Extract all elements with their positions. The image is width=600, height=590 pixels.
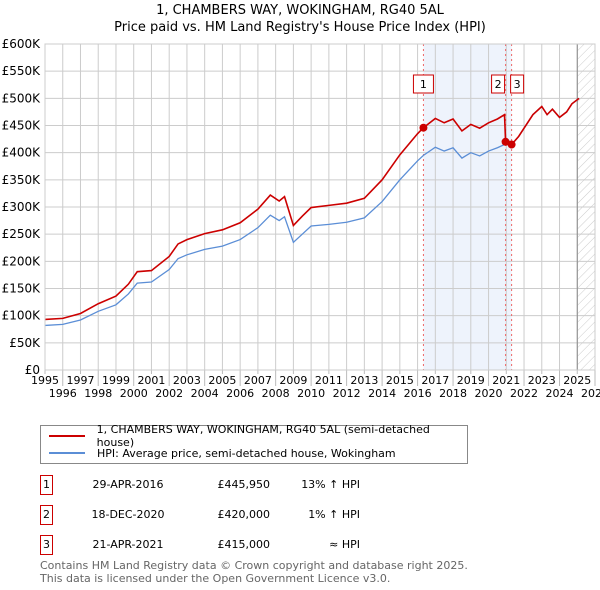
sale-hpi: 13% ↑ HPI	[301, 478, 360, 491]
x-tick-label: 2021	[492, 374, 520, 387]
x-tick-label: 2026	[581, 387, 600, 400]
y-tick-label: £250K	[2, 227, 42, 241]
x-tick-label: 2003	[173, 374, 201, 387]
x-tick-label: 2005	[208, 374, 236, 387]
legend-swatch-blue	[49, 452, 85, 454]
sale-price: £415,000	[217, 538, 271, 551]
x-tick-label: 2007	[244, 374, 272, 387]
plot-area: 1995199619971998199920002001200220032004…	[2, 37, 600, 400]
x-tick-label: 2008	[262, 387, 290, 400]
y-tick-label: £550K	[2, 64, 42, 78]
title-line: 1, CHAMBERS WAY, WOKINGHAM, RG40 5AL	[156, 3, 444, 18]
x-tick-label: 1995	[31, 374, 59, 387]
sale-hpi: ≈ HPI	[329, 538, 360, 551]
sale-row: 2 18-DEC-2020 £420,000 1% ↑ HPI	[40, 505, 440, 525]
sale-date: 29-APR-2016	[92, 478, 164, 491]
x-tick-label: 2013	[350, 374, 378, 387]
x-tick-label: 2022	[510, 387, 538, 400]
y-tick-label: £350K	[2, 173, 42, 187]
sale-label-box	[510, 74, 525, 94]
x-tick-label: 2023	[528, 374, 556, 387]
sale-number: 2	[40, 505, 53, 525]
sale-label: 2	[495, 78, 502, 91]
legend-swatch-red	[49, 435, 85, 437]
sale-point	[419, 123, 428, 132]
x-tick-label: 2020	[475, 387, 503, 400]
x-tick-label: 2012	[333, 387, 361, 400]
plot-border	[44, 43, 596, 371]
subtitle-line: Price paid vs. HM Land Registry's House …	[114, 20, 486, 35]
sale-row: 1 29-APR-2016 £445,950 13% ↑ HPI	[40, 475, 440, 495]
x-tick-label: 2000	[120, 387, 148, 400]
sale-point	[501, 137, 510, 146]
x-tick-label: 2019	[457, 374, 485, 387]
y-tick-label: £300K	[2, 200, 42, 214]
sale-label-box	[412, 74, 434, 94]
sale-row: 3 21-APR-2021 £415,000 ≈ HPI	[40, 535, 440, 555]
x-tick-label: 2025	[563, 374, 591, 387]
footer-line: This data is licensed under the Open Gov…	[40, 572, 391, 585]
sale-number: 3	[40, 535, 53, 555]
x-tick-label: 1999	[102, 374, 130, 387]
sale-date: 18-DEC-2020	[91, 508, 165, 521]
x-tick-label: 2016	[404, 387, 432, 400]
legend-label: HPI: Average price, semi-detached house,…	[97, 446, 396, 460]
footer: Contains HM Land Registry data © Crown c…	[40, 559, 468, 585]
y-tick-label: £600K	[2, 37, 42, 51]
legend-item-property: 1, CHAMBERS WAY, WOKINGHAM, RG40 5AL (se…	[49, 423, 467, 449]
x-tick-label: 2014	[368, 387, 396, 400]
x-tick-label: 1997	[66, 374, 94, 387]
chart-title: 1, CHAMBERS WAY, WOKINGHAM, RG40 5AL Pric…	[0, 2, 600, 36]
sale-label-box	[491, 74, 506, 94]
y-tick-label: £50K	[9, 336, 41, 350]
sale-hpi: 1% ↑ HPI	[308, 508, 360, 521]
x-tick-label: 2002	[155, 387, 183, 400]
x-tick-label: 2015	[386, 374, 414, 387]
x-tick-label: 2001	[137, 374, 165, 387]
legend: 1, CHAMBERS WAY, WOKINGHAM, RG40 5AL (se…	[40, 423, 468, 464]
sale-price: £445,950	[217, 478, 271, 491]
footer-line: Contains HM Land Registry data © Crown c…	[40, 559, 468, 572]
y-tick-label: £400K	[2, 146, 42, 160]
x-tick-label: 1996	[49, 387, 77, 400]
sale-point	[507, 140, 516, 149]
y-tick-label: £100K	[2, 309, 42, 323]
sale-number: 1	[40, 475, 53, 495]
x-tick-label: 2024	[546, 387, 574, 400]
sale-label: 3	[514, 78, 521, 91]
x-tick-label: 2009	[279, 374, 307, 387]
x-tick-label: 2011	[315, 374, 343, 387]
x-tick-label: 2004	[191, 387, 219, 400]
sale-date: 21-APR-2021	[92, 538, 164, 551]
sale-label: 1	[420, 78, 427, 91]
property-line	[44, 97, 580, 321]
y-tick-label: £0	[25, 363, 40, 377]
y-tick-label: £200K	[2, 254, 42, 268]
x-tick-label: 2017	[421, 374, 449, 387]
sale-price: £420,000	[217, 508, 271, 521]
y-tick-label: £450K	[2, 119, 42, 133]
y-tick-label: £500K	[2, 91, 42, 105]
legend-label: 1, CHAMBERS WAY, WOKINGHAM, RG40 5AL (se…	[96, 423, 430, 449]
x-tick-label: 2018	[439, 387, 467, 400]
x-tick-label: 2006	[226, 387, 254, 400]
y-tick-label: £150K	[2, 282, 42, 296]
x-tick-label: 2010	[297, 387, 325, 400]
legend-item-hpi: HPI: Average price, semi-detached house,…	[49, 444, 396, 462]
x-tick-label: 1998	[84, 387, 112, 400]
